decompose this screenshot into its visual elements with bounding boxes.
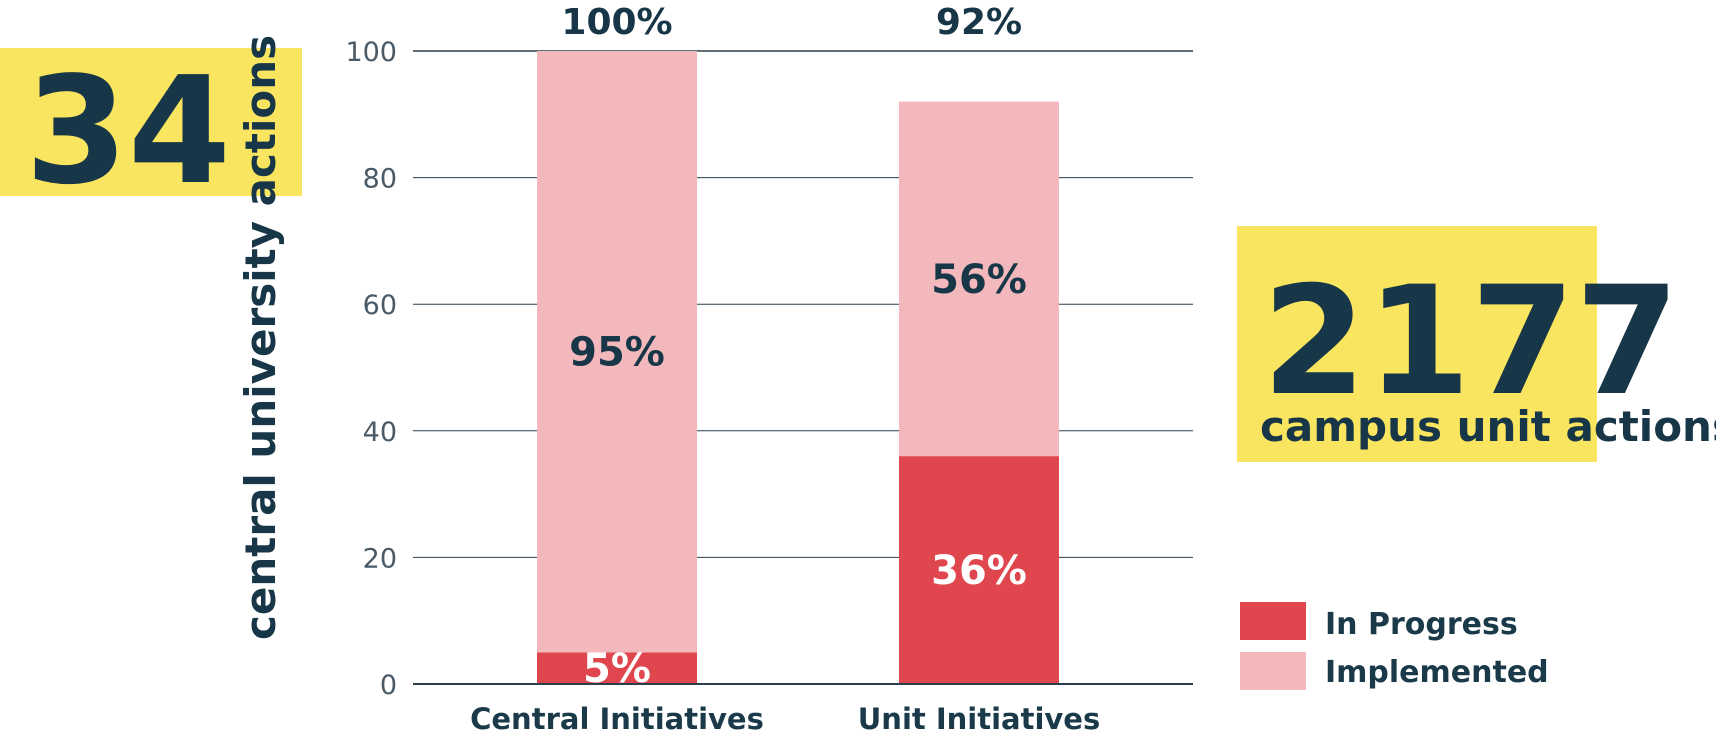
legend: In Progress Implemented <box>1240 602 1549 690</box>
central-actions-caption: central university actions <box>236 35 285 640</box>
bars <box>537 51 1059 684</box>
bar-data-label: 56% <box>931 257 1027 303</box>
legend-swatch-implemented <box>1240 652 1306 690</box>
unit-actions-caption: campus unit actions <box>1260 402 1716 451</box>
grid-lines <box>413 50 1193 558</box>
axes: 0 20 40 60 80 100 Central Initiatives Unit Init… <box>345 37 1193 736</box>
right-highlight-box <box>1237 226 1597 462</box>
bar-segment-in-progress <box>537 652 697 684</box>
x-category-label: Unit Initiatives <box>858 702 1100 736</box>
y-tick-label: 80 <box>363 164 397 195</box>
y-tick-label: 0 <box>380 670 397 701</box>
legend-label-in-progress: In Progress <box>1325 607 1518 642</box>
x-category-label: Central Initiatives <box>470 702 764 736</box>
left-highlight-box <box>0 48 302 196</box>
unit-actions-number: 2177 <box>1262 255 1679 429</box>
y-tick-label: 100 <box>345 37 397 68</box>
legend-swatch-in-progress <box>1240 602 1306 640</box>
bar-data-label: 95% <box>569 330 665 376</box>
legend-label-implemented: Implemented <box>1325 655 1549 690</box>
bar-total-label: 100% <box>561 2 672 43</box>
y-tick-label: 40 <box>363 417 397 448</box>
bar-segment-implemented <box>899 101 1059 457</box>
y-tick-label: 60 <box>363 290 397 321</box>
central-actions-number: 34 <box>25 45 231 217</box>
bar-data-label: 36% <box>931 548 1027 594</box>
bar-segment-in-progress <box>899 456 1059 684</box>
y-tick-label: 20 <box>363 543 397 574</box>
bar-total-label: 92% <box>936 2 1022 43</box>
bar-segment-implemented <box>537 51 697 653</box>
bar-data-label: 5% <box>583 646 651 692</box>
